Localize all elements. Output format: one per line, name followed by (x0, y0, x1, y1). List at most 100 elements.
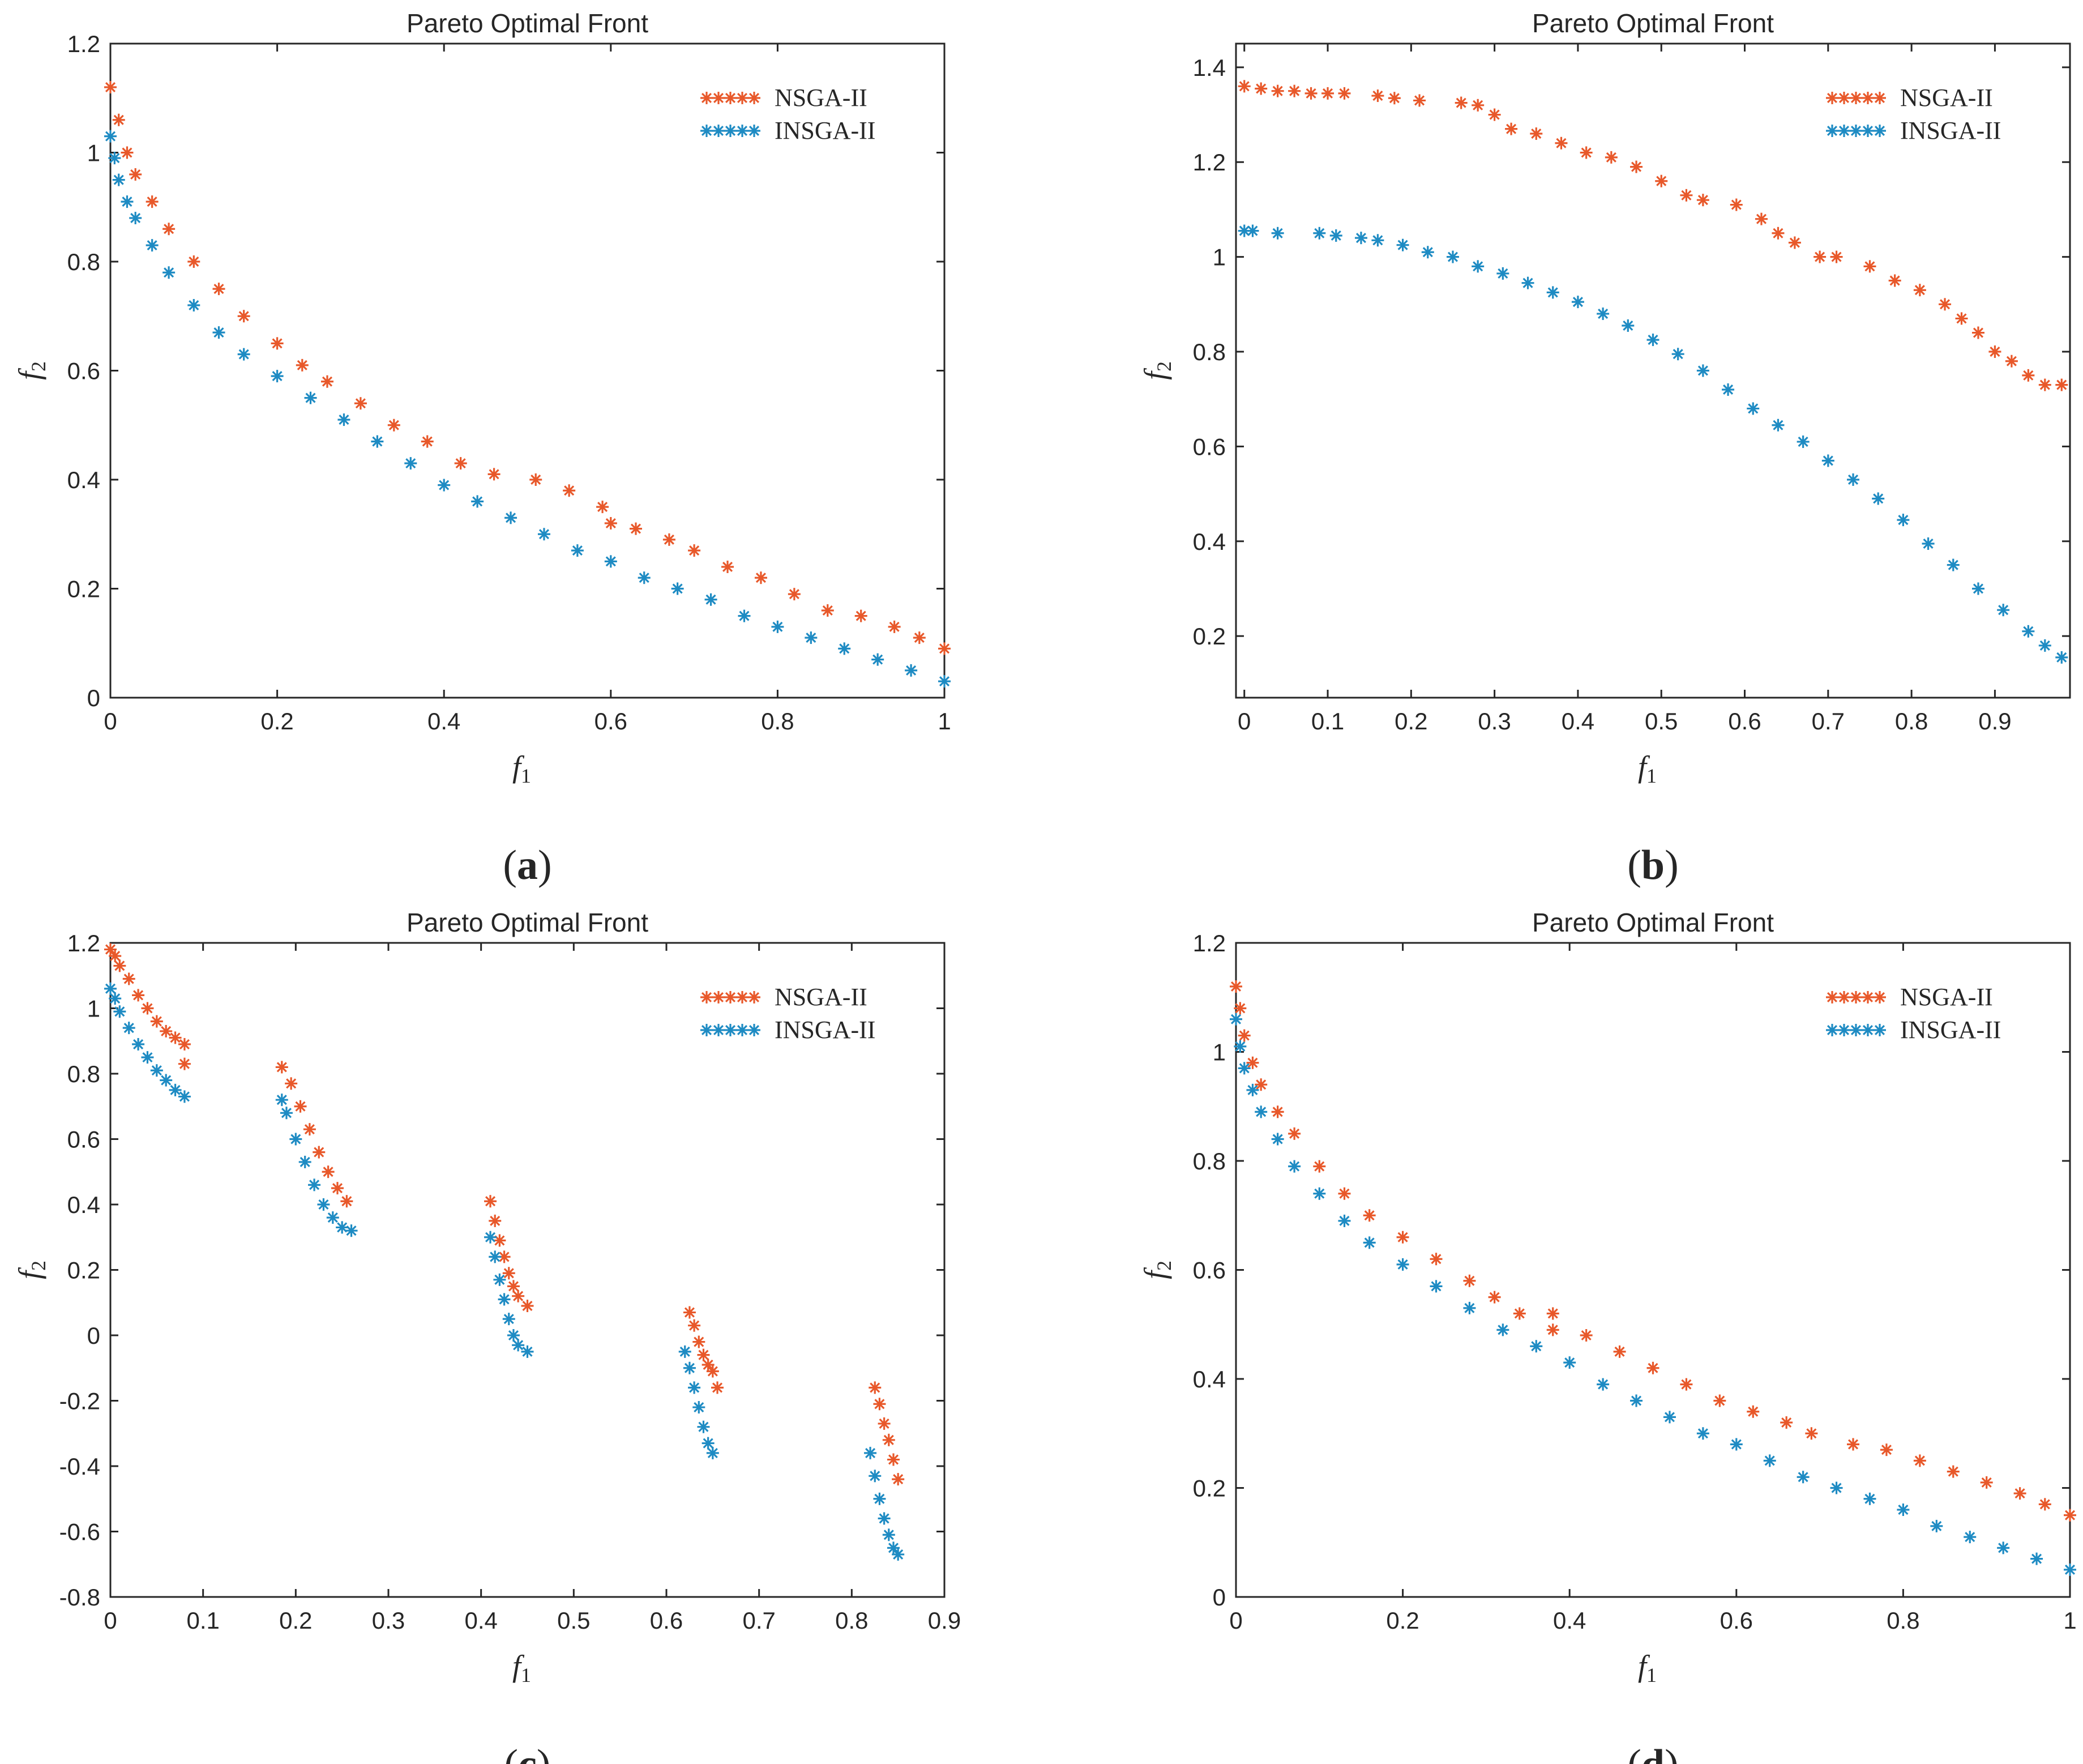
x-tick-label: 0.6 (650, 1607, 683, 1634)
legend-marker (724, 125, 737, 137)
data-point (938, 675, 951, 688)
data-point (692, 1335, 705, 1348)
data-point (1513, 1307, 1526, 1320)
data-point (512, 1289, 525, 1302)
data-point (150, 1064, 163, 1077)
data-point (2055, 378, 2068, 391)
data-point (771, 620, 784, 633)
data-point (1271, 227, 1284, 240)
data-point (507, 1280, 520, 1293)
panel-caption: (c) (504, 1741, 550, 1764)
data-point (2055, 651, 2068, 664)
data-point (2064, 1563, 2076, 1576)
data-point (160, 1074, 173, 1087)
data-point (404, 457, 417, 470)
data-point (1430, 1253, 1443, 1266)
legend-marker (748, 125, 760, 137)
data-point (873, 1492, 886, 1505)
legend-marker (712, 991, 725, 1003)
data-point (487, 468, 501, 481)
legend-entry-insga-ii: INSGA-II (700, 1016, 875, 1044)
data-point (1463, 1301, 1476, 1314)
data-point (2005, 354, 2018, 368)
data-point (1772, 418, 1785, 432)
x-tick-label: 0.8 (761, 708, 794, 734)
data-point (638, 571, 651, 584)
y-axis-label-sub: 2 (1153, 1261, 1175, 1271)
data-point (141, 1051, 154, 1064)
y-tick-label: 0 (1213, 1584, 1226, 1611)
data-point (1230, 980, 1242, 993)
data-point (1863, 260, 1876, 273)
legend-marker (724, 92, 737, 104)
data-point (1913, 1454, 1926, 1467)
legend-marker (712, 92, 725, 104)
data-point (1747, 1405, 1760, 1418)
data-point (706, 1365, 719, 1378)
legend-entry-insga-ii: INSGA-II (700, 117, 875, 144)
data-point (169, 1083, 182, 1096)
y-axis-label-sub: 2 (27, 1261, 50, 1271)
data-point (521, 1300, 534, 1313)
chart-panel-c: Pareto Optimal Front 0 0.1 0.2 0.3 0.4 0.5 0.6 0… (12, 908, 961, 1764)
data-point (113, 959, 126, 972)
legend-entry-insga-ii: INSGA-II (1826, 1016, 2001, 1044)
y-tick-label: -0.6 (59, 1519, 100, 1545)
data-point (489, 1214, 502, 1227)
data-point (1521, 276, 1534, 289)
y-tick-label: -0.4 (59, 1453, 100, 1480)
data-point (1271, 84, 1284, 97)
x-tick-label: 1 (938, 708, 951, 734)
data-point (1238, 1062, 1251, 1075)
data-point (1939, 298, 1952, 311)
data-point (1913, 284, 1926, 297)
caption-letter: b (1641, 842, 1665, 889)
y-axis-label-sub: 2 (27, 361, 50, 371)
data-point (662, 533, 675, 546)
x-tick-label: 0.6 (594, 708, 627, 734)
x-tick-label: 0.6 (1720, 1607, 1753, 1634)
data-point (1338, 87, 1351, 100)
legend-entry-nsga-ii: NSGA-II (1826, 84, 1993, 112)
data-point (1930, 1519, 1943, 1532)
legend-entry-nsga-ii: NSGA-II (700, 84, 867, 112)
y-tick-label: 0.8 (67, 1061, 100, 1087)
legend-marker (1874, 125, 1886, 137)
legend-marker (1826, 125, 1838, 137)
data-point (129, 168, 142, 181)
x-tick-label: 0.6 (1728, 708, 1761, 734)
data-point (1988, 345, 2001, 358)
legend-marker (1874, 991, 1886, 1003)
data-point (212, 283, 225, 296)
legend-marker (1874, 1024, 1886, 1036)
data-point (296, 358, 309, 371)
data-point (1338, 1214, 1351, 1227)
data-point (1755, 212, 1768, 225)
data-point (2022, 625, 2035, 638)
y-tick-label: 0.4 (67, 1191, 100, 1218)
legend-marker (700, 125, 713, 137)
data-point (1304, 87, 1318, 100)
data-point (702, 1358, 715, 1371)
data-point (104, 81, 117, 93)
data-point (471, 495, 484, 508)
caption-open-paren: ( (1627, 1741, 1641, 1764)
data-point (1747, 402, 1760, 415)
data-point (1371, 234, 1384, 247)
x-tick-label: 0.1 (186, 1607, 219, 1634)
data-point (1313, 227, 1326, 240)
data-point (1947, 1465, 1960, 1478)
data-point (788, 588, 801, 601)
data-point (1922, 537, 1935, 550)
legend-marker (1850, 991, 1862, 1003)
y-axis-label: f2 (1138, 1261, 1175, 1279)
data-point (337, 413, 350, 426)
data-point (1463, 1274, 1476, 1287)
y-tick-label: 1.2 (67, 31, 100, 57)
y-tick-label: 0.4 (1193, 528, 1226, 555)
data-point (1847, 473, 1860, 486)
data-point (721, 561, 734, 573)
data-point (1530, 1340, 1543, 1353)
data-point (671, 582, 684, 595)
legend-marker (1838, 991, 1850, 1003)
